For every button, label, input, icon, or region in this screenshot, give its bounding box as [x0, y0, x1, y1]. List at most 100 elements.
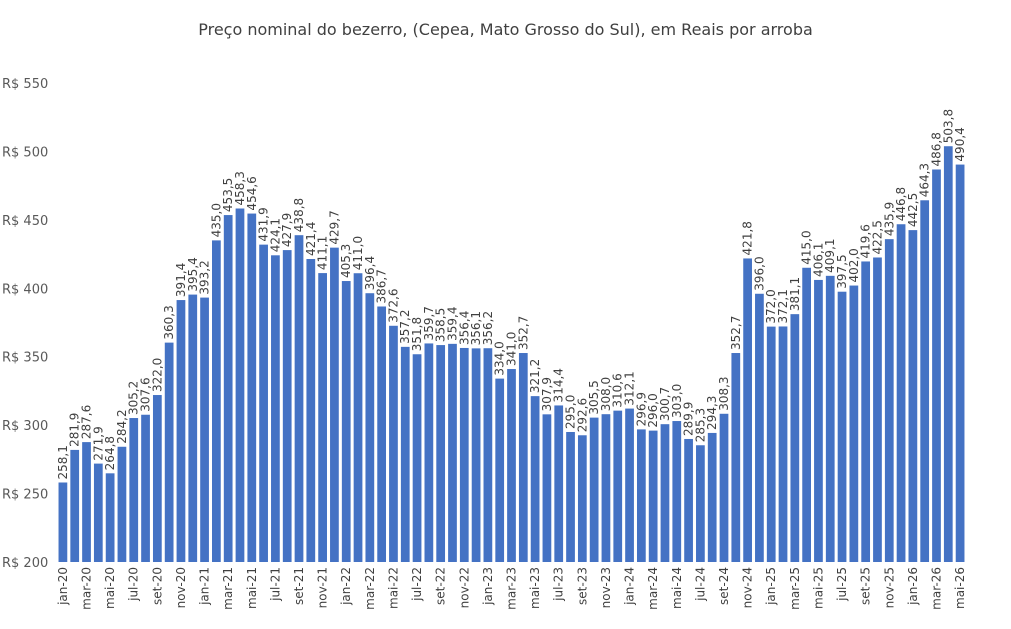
bar [873, 257, 882, 562]
data-label: 435,9 [882, 202, 896, 236]
x-tick-label: mai-20 [103, 567, 117, 609]
x-tick-label: mar-25 [788, 567, 802, 610]
bar [755, 293, 764, 562]
x-tick-label: mar-21 [221, 567, 235, 610]
data-label: 356,4 [457, 311, 471, 345]
data-label: 284,2 [115, 409, 129, 443]
data-labels: 258,1281,9287,6271,9264,8284,2305,2307,6… [56, 109, 967, 480]
bar [566, 431, 575, 562]
data-label: 292,6 [575, 398, 589, 432]
bar [306, 259, 316, 562]
bar [672, 421, 682, 562]
x-tick-label: set-22 [434, 567, 448, 605]
data-label: 438,8 [292, 198, 306, 232]
data-label: 312,1 [623, 371, 637, 405]
x-tick-label: mar-20 [80, 567, 94, 610]
data-label: 405,3 [339, 244, 353, 278]
data-label: 429,7 [327, 210, 341, 244]
y-tick-label: R$ 300 [2, 419, 48, 434]
bar [459, 347, 469, 562]
y-tick-label: R$ 200 [2, 556, 48, 571]
data-label: 271,9 [91, 426, 105, 460]
x-tick-label: jan-25 [764, 567, 778, 606]
data-label: 427,9 [280, 213, 294, 247]
bar [518, 353, 528, 562]
bar [152, 395, 162, 562]
bar [896, 224, 906, 563]
x-tick-label: mai-23 [528, 567, 542, 609]
bar [920, 200, 930, 563]
bar [849, 285, 859, 562]
data-label: 386,7 [375, 269, 389, 303]
bar [743, 258, 752, 562]
x-tick-label: set-21 [292, 567, 306, 605]
data-label: 322,0 [150, 358, 164, 392]
data-label: 411,1 [316, 236, 330, 270]
x-tick-label: set-23 [575, 567, 589, 605]
bar [601, 414, 611, 562]
x-tick-label: jan-24 [623, 567, 637, 606]
data-label: 424,1 [268, 218, 282, 252]
y-tick-label: R$ 500 [2, 145, 48, 160]
data-label: 396,4 [363, 256, 377, 290]
data-label: 395,4 [186, 257, 200, 291]
data-label: 295,0 [564, 395, 578, 429]
data-label: 397,5 [835, 254, 849, 288]
data-label: 314,4 [552, 368, 566, 402]
data-label: 372,1 [776, 289, 790, 323]
bar [259, 244, 268, 562]
x-tick-label: set-20 [150, 567, 164, 605]
y-tick-label: R$ 400 [2, 282, 48, 297]
bar [412, 354, 422, 562]
x-tick-label: nov-21 [316, 567, 330, 608]
data-label: 258,1 [56, 445, 70, 479]
bar [955, 164, 965, 562]
data-label: 415,0 [800, 230, 814, 264]
bar [330, 247, 339, 562]
data-label: 294,3 [705, 396, 719, 430]
data-label: 303,0 [670, 384, 684, 418]
data-label: 396,0 [752, 256, 766, 290]
bar [235, 208, 245, 562]
bar [129, 418, 139, 562]
data-label: 281,9 [68, 413, 82, 447]
bar [766, 326, 776, 562]
x-tick-label: mai-24 [670, 567, 684, 609]
data-label: 308,0 [599, 377, 613, 411]
bar [200, 297, 209, 562]
y-tick-label: R$ 550 [2, 77, 48, 92]
bar [318, 273, 327, 562]
data-label: 351,8 [410, 317, 424, 351]
data-label: 402,0 [847, 248, 861, 282]
x-tick-label: nov-24 [741, 567, 755, 608]
data-label: 356,1 [469, 311, 483, 345]
bar [577, 435, 587, 562]
x-axis: jan-20 mar-20 mai-20 jul-20 set-20 nov-20 jan-… [56, 567, 967, 610]
bar [589, 417, 599, 562]
bar [448, 343, 457, 562]
data-label: 419,6 [859, 224, 873, 258]
data-label: 352,7 [729, 316, 743, 350]
data-label: 356,2 [481, 311, 495, 345]
bar [814, 279, 823, 562]
bar [778, 326, 788, 562]
bar [932, 169, 941, 563]
bar [164, 342, 174, 562]
data-label: 321,2 [528, 359, 542, 393]
x-tick-label: jul-23 [552, 567, 566, 602]
bar [341, 281, 351, 562]
data-label: 393,2 [198, 260, 212, 294]
x-tick-label: nov-23 [599, 567, 613, 608]
bar [802, 267, 811, 562]
bar [70, 449, 80, 562]
bar [636, 429, 646, 562]
y-tick-label: R$ 250 [2, 488, 48, 503]
bar [271, 255, 280, 563]
x-tick-label: mai-22 [386, 567, 400, 609]
bar [377, 306, 387, 562]
x-tick-label: mar-22 [363, 567, 377, 610]
data-label: 381,1 [788, 277, 802, 311]
bar [707, 432, 717, 562]
bar [530, 396, 540, 562]
